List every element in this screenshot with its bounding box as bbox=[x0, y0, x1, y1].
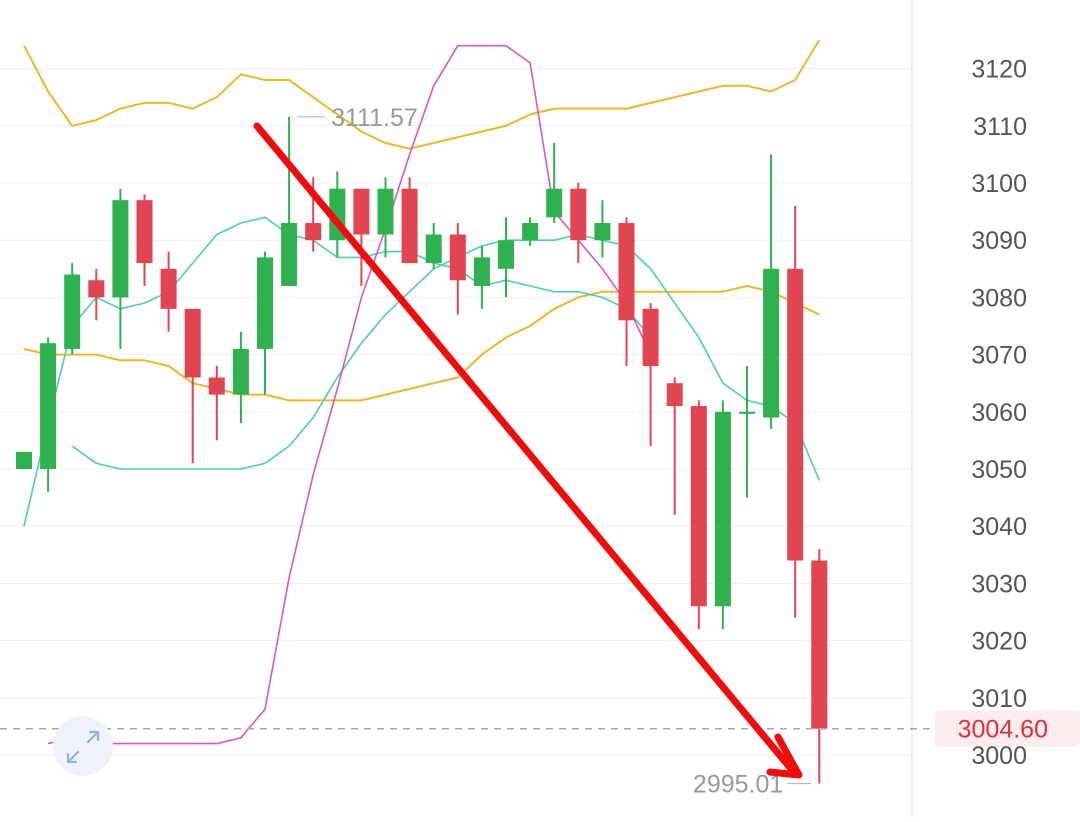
candle-body bbox=[546, 188, 563, 218]
candle-body bbox=[739, 411, 755, 414]
candle-body bbox=[136, 200, 153, 264]
y-tick-label: 3080 bbox=[971, 284, 1027, 312]
candle bbox=[184, 308, 201, 464]
candle-body bbox=[666, 383, 683, 407]
ma-long-line bbox=[47, 44, 652, 745]
annotations: 3004.60 3111.57 2995.01 bbox=[0, 104, 1080, 799]
y-tick-label: 3020 bbox=[971, 628, 1027, 656]
y-tick-label: 3090 bbox=[971, 227, 1027, 255]
candle bbox=[763, 154, 780, 429]
candle-body bbox=[570, 188, 587, 241]
candle bbox=[232, 331, 249, 424]
y-tick-label: 3040 bbox=[971, 513, 1027, 541]
indicator-lines bbox=[23, 39, 821, 745]
candle-body bbox=[160, 268, 177, 309]
candle-body bbox=[184, 308, 201, 378]
high-label: 3111.57 bbox=[331, 104, 418, 132]
y-axis-ticks: 3120 3110 3100 3090 3080 3070 3060 3050 3040 3030… bbox=[971, 56, 1027, 770]
candle-body bbox=[498, 240, 514, 269]
expand-icon-bg bbox=[53, 716, 113, 776]
y-tick-label: 3010 bbox=[971, 685, 1027, 713]
candles bbox=[16, 116, 828, 784]
candle bbox=[811, 549, 828, 784]
candle bbox=[642, 303, 659, 447]
boll-mid-line bbox=[23, 285, 820, 402]
y-tick-label: 3120 bbox=[971, 56, 1027, 84]
candle-body bbox=[305, 223, 322, 241]
candle-body bbox=[40, 343, 57, 469]
candle-body bbox=[811, 560, 828, 729]
expand-icon-glyph bbox=[66, 730, 100, 764]
candle-body bbox=[64, 274, 81, 349]
candle-body bbox=[232, 348, 249, 395]
candle bbox=[594, 200, 611, 258]
candle bbox=[160, 251, 177, 332]
y-tick-label: 3110 bbox=[973, 113, 1027, 141]
grid-lines bbox=[0, 68, 912, 756]
candle bbox=[64, 263, 81, 355]
candle-body bbox=[257, 257, 273, 349]
y-tick-label: 3050 bbox=[971, 456, 1027, 484]
candle bbox=[666, 377, 683, 515]
candle bbox=[473, 245, 490, 309]
candle-body bbox=[594, 223, 611, 241]
y-tick-label: 3070 bbox=[971, 342, 1027, 370]
candle bbox=[377, 177, 394, 258]
ma-short-line bbox=[71, 233, 821, 481]
candle bbox=[401, 177, 418, 264]
candle bbox=[787, 205, 804, 618]
candle-body bbox=[642, 308, 659, 367]
candle bbox=[281, 116, 298, 286]
last-price-label: 3004.60 bbox=[958, 716, 1048, 744]
candle bbox=[570, 183, 587, 264]
candle-body bbox=[425, 234, 442, 264]
low-label: 2995.01 bbox=[693, 771, 783, 799]
candle-body bbox=[522, 223, 539, 241]
candle bbox=[690, 400, 707, 630]
candle-body bbox=[88, 280, 105, 298]
candle-body bbox=[618, 223, 635, 321]
expand-icon bbox=[53, 716, 113, 776]
candle bbox=[739, 366, 755, 498]
trend-arrow-head bbox=[766, 733, 803, 779]
y-tick-label: 3100 bbox=[971, 170, 1027, 198]
candle-body bbox=[281, 223, 298, 286]
last-price-tag bbox=[935, 710, 1080, 747]
trend-arrow-shaft bbox=[253, 122, 796, 774]
candle bbox=[208, 366, 225, 441]
candle bbox=[546, 142, 563, 224]
candle-body bbox=[112, 200, 129, 298]
boll-upper-line bbox=[23, 39, 821, 150]
candle-body bbox=[690, 406, 707, 607]
candle-body bbox=[16, 451, 32, 469]
candle bbox=[425, 223, 442, 269]
candle bbox=[88, 268, 105, 321]
candle bbox=[112, 188, 129, 349]
candle-body bbox=[208, 377, 225, 395]
candle bbox=[257, 251, 273, 395]
y-tick-label: 3030 bbox=[971, 570, 1027, 598]
candle-body bbox=[449, 234, 466, 281]
candle bbox=[40, 337, 57, 492]
candle bbox=[522, 217, 539, 246]
candle-body bbox=[377, 188, 394, 235]
y-tick-label: 3000 bbox=[971, 742, 1027, 770]
candle bbox=[618, 217, 635, 367]
candle bbox=[353, 188, 370, 286]
candle-body bbox=[763, 268, 780, 418]
candle bbox=[136, 194, 153, 286]
y-tick-label: 3060 bbox=[971, 399, 1027, 427]
candle bbox=[449, 223, 466, 315]
ma-fast-line bbox=[23, 216, 652, 527]
candle-body bbox=[401, 188, 418, 264]
candle bbox=[498, 217, 514, 298]
candle-body bbox=[353, 188, 370, 235]
candle-body bbox=[787, 268, 804, 561]
candle bbox=[714, 400, 731, 630]
candle-body bbox=[714, 411, 731, 607]
candle-body bbox=[473, 257, 490, 286]
candle bbox=[16, 451, 32, 469]
